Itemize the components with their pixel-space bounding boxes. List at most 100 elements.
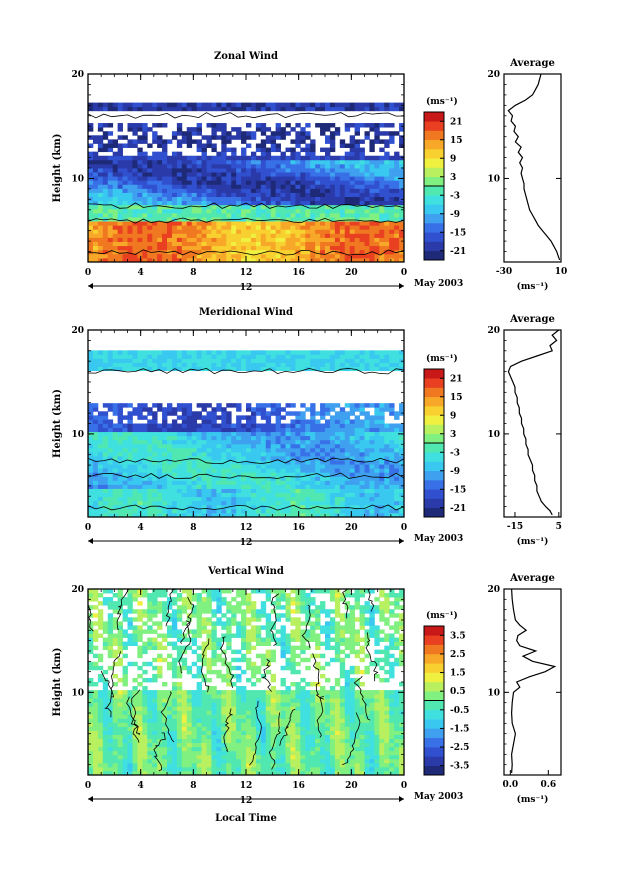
heatmap-cell: [226, 135, 232, 140]
heatmap-cell: [147, 754, 153, 760]
heatmap-cell: [374, 249, 380, 255]
heatmap-cell: [305, 451, 311, 457]
heatmap-cell: [162, 415, 168, 420]
heatmap-cell: [201, 192, 207, 198]
heatmap-cell: [88, 350, 94, 355]
heatmap-cell: [255, 492, 262, 498]
heatmap-cell: [117, 257, 123, 263]
heatmap-cell: [112, 212, 119, 218]
heatmap-cell: [320, 225, 326, 230]
heatmap-cell: [329, 172, 336, 177]
heatmap-cell: [250, 253, 257, 259]
heatmap-cell: [196, 139, 202, 144]
heatmap-cell: [231, 221, 237, 226]
heatmap-cell: [260, 508, 267, 514]
heatmap-cell: [300, 460, 306, 465]
heatmap-cell: [280, 480, 286, 485]
heatmap-cell: [334, 184, 341, 189]
heatmap-cell: [112, 184, 119, 189]
heatmap-cell: [127, 159, 133, 165]
heatmap-cell: [295, 241, 301, 247]
heatmap-cell: [176, 500, 183, 506]
heatmap-cell: [152, 102, 158, 108]
heatmap-cell: [364, 435, 370, 441]
heatmap-cell: [152, 464, 158, 469]
heatmap-cell: [369, 423, 375, 428]
heatmap-cell: [315, 746, 321, 752]
heatmap-cell: [216, 492, 222, 498]
heatmap-cell: [255, 456, 262, 461]
heatmap-cell: [196, 131, 202, 136]
heatmap-cell: [92, 423, 99, 428]
heatmap-cell: [334, 468, 341, 473]
heatmap-cell: [384, 750, 390, 756]
heatmap-cell: [315, 253, 321, 259]
heatmap-cell: [246, 180, 252, 185]
heatmap-cell: [117, 504, 123, 510]
heatmap-cell: [162, 419, 168, 424]
heatmap-cell: [250, 366, 257, 372]
heatmap-cell: [241, 139, 247, 144]
heatmap-cell: [97, 155, 104, 161]
heatmap-cell: [354, 102, 360, 108]
heatmap-cell: [280, 237, 286, 242]
heatmap-cell: [226, 354, 232, 359]
heatmap-cell: [344, 241, 351, 247]
heatmap-cell: [255, 221, 262, 226]
heatmap-cell: [226, 221, 232, 226]
heatmap-cell: [211, 742, 217, 748]
heatmap-cell: [349, 512, 356, 518]
heatmap-cell: [137, 188, 143, 193]
heatmap-cell: [334, 456, 341, 461]
heatmap-cell: [364, 758, 370, 764]
heatmap-cell: [374, 212, 380, 218]
heatmap-cell: [389, 208, 395, 214]
heatmap-cell: [211, 241, 217, 247]
heatmap-cell: [162, 476, 168, 481]
heatmap-cell: [186, 127, 193, 132]
heatmap-cell: [201, 460, 207, 465]
heatmap-cell: [384, 151, 390, 157]
heatmap-cell: [270, 354, 277, 359]
heatmap-cell: [364, 172, 370, 177]
heatmap-cell: [221, 127, 227, 132]
heatmap-cell: [132, 229, 138, 234]
heatmap-cell: [359, 151, 365, 157]
heatmap-cell: [300, 484, 306, 489]
heatmap-cell: [290, 217, 296, 222]
heatmap-cell: [216, 192, 222, 198]
heatmap-cell: [122, 217, 128, 222]
heatmap-cell: [305, 758, 311, 764]
date-line-arrow: [399, 538, 404, 544]
heatmap-cell: [359, 159, 365, 165]
heatmap-cell: [349, 411, 356, 416]
heatmap-cell: [201, 212, 207, 218]
heatmap-cell: [300, 147, 306, 153]
heatmap-cell: [157, 358, 163, 363]
heatmap-cell: [92, 431, 99, 437]
heatmap-cell: [157, 135, 163, 140]
colorbar-segment: [424, 480, 444, 490]
heatmap-cell: [325, 225, 331, 230]
heatmap-cell: [142, 106, 148, 112]
heatmap-cell: [206, 196, 212, 202]
heatmap-cell: [359, 476, 365, 481]
heatmap-cell: [231, 435, 237, 441]
heatmap-cell: [157, 460, 163, 465]
heatmap-cell: [92, 155, 99, 161]
profile-title: Average: [509, 58, 555, 69]
heatmap-cell: [389, 221, 395, 226]
heatmap-cell: [142, 212, 148, 218]
heatmap-cell: [132, 512, 138, 518]
heatmap-cell: [117, 188, 123, 193]
heatmap-cell: [260, 435, 267, 441]
heatmap-cell: [339, 464, 346, 469]
heatmap-cell: [275, 512, 281, 518]
heatmap-cell: [295, 358, 301, 363]
heatmap-cell: [285, 766, 291, 772]
heatmap-cell: [344, 225, 351, 230]
heatmap-cell: [270, 443, 277, 449]
heatmap-cell: [295, 208, 301, 214]
x-tick-label: 0: [85, 523, 91, 533]
heatmap-cell: [226, 431, 232, 437]
